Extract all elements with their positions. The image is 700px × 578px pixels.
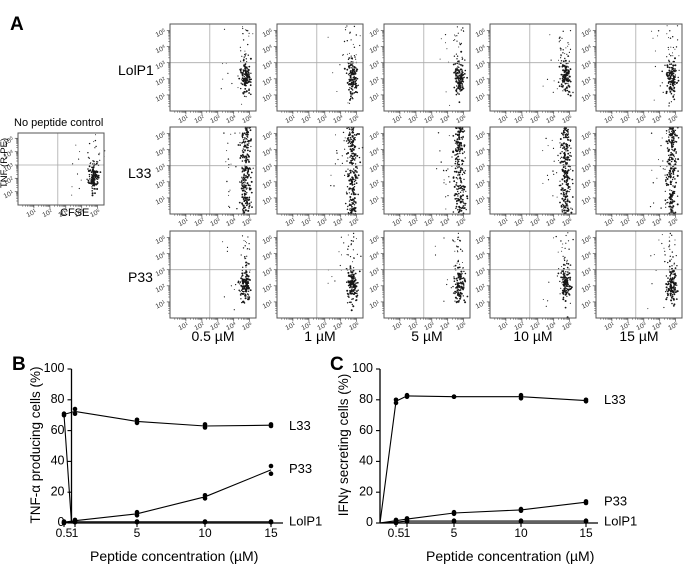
svg-text:5: 5: [451, 526, 458, 540]
svg-text:L33: L33: [289, 418, 311, 433]
svg-text:1: 1: [72, 526, 79, 540]
svg-text:60: 60: [359, 423, 373, 437]
svg-text:100: 100: [44, 361, 65, 375]
svg-text:15: 15: [579, 526, 593, 540]
svg-text:TNF-α producing cells (%): TNF-α producing cells (%): [28, 366, 43, 523]
svg-text:0.5: 0.5: [388, 526, 405, 540]
svg-text:80: 80: [359, 392, 373, 406]
svg-text:80: 80: [51, 392, 65, 406]
svg-text:40: 40: [359, 454, 373, 468]
svg-text:P33: P33: [289, 461, 312, 476]
svg-text:100: 100: [352, 361, 373, 375]
svg-text:1: 1: [404, 526, 411, 540]
svg-text:0.5: 0.5: [56, 526, 73, 540]
svg-text:10: 10: [514, 526, 528, 540]
svg-text:5: 5: [134, 526, 141, 540]
svg-text:LolP1: LolP1: [604, 514, 637, 529]
svg-text:IFNγ secreting cells (%): IFNγ secreting cells (%): [336, 374, 351, 517]
svg-text:L33: L33: [604, 392, 626, 407]
svg-text:20: 20: [51, 484, 65, 498]
svg-text:LolP1: LolP1: [289, 514, 322, 529]
svg-text:P33: P33: [604, 493, 627, 508]
svg-text:20: 20: [359, 484, 373, 498]
svg-text:15: 15: [264, 526, 278, 540]
svg-text:40: 40: [51, 454, 65, 468]
svg-text:10: 10: [198, 526, 212, 540]
svg-text:0: 0: [366, 515, 373, 529]
svg-text:60: 60: [51, 423, 65, 437]
svg-text:TNF (R-PE): TNF (R-PE): [0, 138, 10, 188]
